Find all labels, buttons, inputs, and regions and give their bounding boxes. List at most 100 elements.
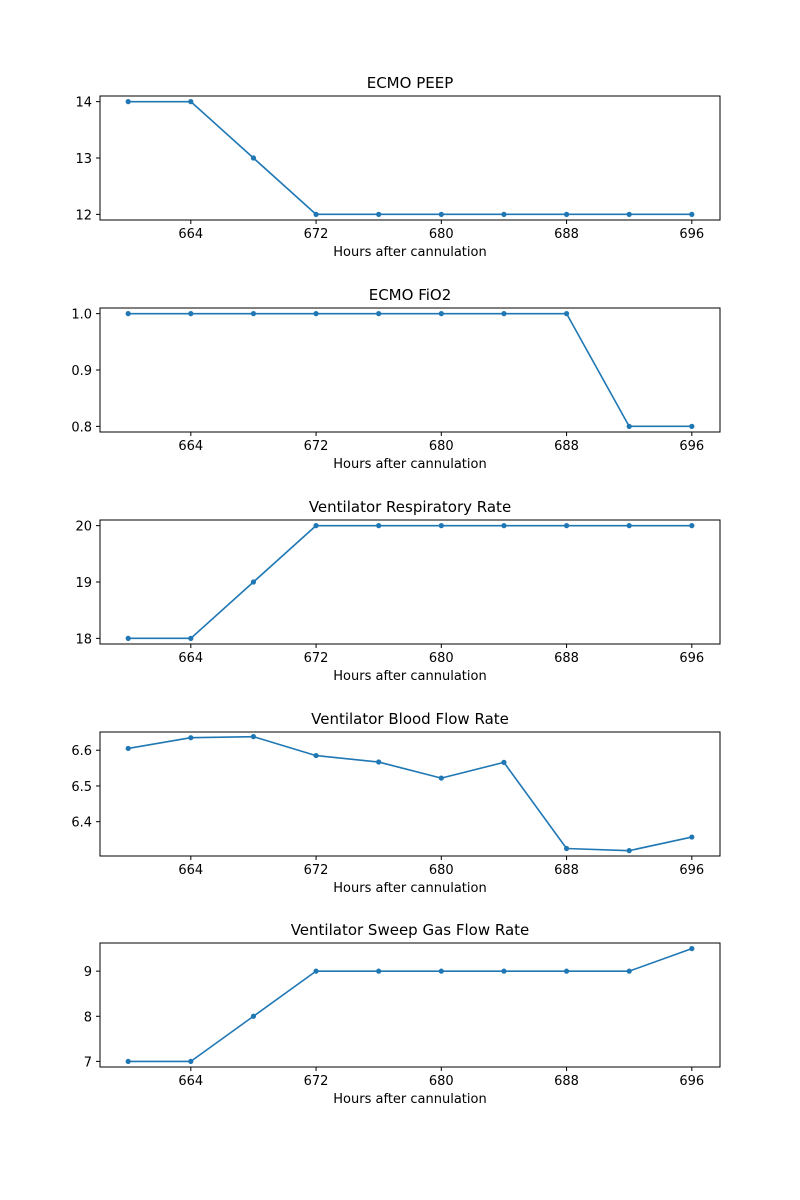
series-line [128, 735, 692, 852]
y-tick-label: 1.0 [71, 308, 92, 323]
x-tick-label: 696 [679, 651, 704, 666]
series-line [128, 312, 692, 428]
series-line [128, 947, 693, 1063]
data-point [689, 945, 695, 952]
x-tick-label: 664 [178, 1074, 203, 1089]
data-point [563, 211, 570, 217]
y-tick-label: 18 [75, 632, 92, 647]
x-tick-label: 688 [554, 227, 579, 242]
x-tick-label: 688 [554, 1074, 579, 1089]
data-point [501, 311, 507, 317]
data-point [313, 968, 319, 974]
data-point [376, 311, 382, 317]
y-tick-label: 19 [75, 576, 92, 591]
y-tick-label: 6.5 [71, 780, 92, 795]
x-tick-label: 664 [178, 439, 203, 454]
x-axis-label: Hours after cannulation [333, 245, 486, 260]
data-point [501, 759, 507, 765]
chart-panel-1: ECMO PEEP 664 672 680 688 696 12 13 14 Hours afte… [75, 74, 721, 260]
chart-panel-2: ECMO FiO2 664 672 680 688 696 0.8 0.9 1.0 Hours a… [71, 286, 721, 472]
x-tick-label: 696 [679, 1074, 704, 1089]
series-line [128, 524, 692, 640]
axes-frame [99, 519, 721, 645]
x-tick-label: 664 [178, 227, 203, 242]
data-point [563, 523, 570, 529]
chart-title: ECMO FiO2 [369, 286, 452, 304]
data-point [376, 523, 382, 529]
x-tick-label: 680 [429, 651, 454, 666]
x-tick-label: 664 [178, 863, 203, 878]
axes-frame [99, 95, 721, 221]
data-point [125, 745, 131, 752]
x-axis-label: Hours after cannulation [333, 669, 486, 684]
x-tick-label: 696 [679, 227, 704, 242]
x-axis-label: Hours after cannulation [333, 1092, 486, 1107]
chart-title: Ventilator Respiratory Rate [309, 498, 511, 516]
x-tick-label: 680 [429, 1074, 454, 1089]
y-tick-label: 6.4 [71, 816, 92, 831]
data-point [188, 635, 194, 641]
data-point [689, 834, 695, 840]
y-tick-label: 14 [75, 96, 92, 111]
data-point [689, 423, 695, 429]
y-tick-label: 8 [84, 1010, 92, 1025]
y-tick-label: 12 [75, 208, 92, 223]
y-tick-label: 0.8 [71, 420, 92, 435]
data-point [689, 211, 695, 217]
data-point [626, 848, 632, 854]
x-tick-label: 672 [304, 863, 329, 878]
y-tick-label: 20 [75, 520, 92, 535]
data-point [376, 211, 382, 217]
x-tick-label: 688 [554, 651, 579, 666]
data-point [563, 968, 570, 974]
data-point [626, 211, 632, 217]
data-point [626, 423, 632, 429]
chart-panel-5: Ventilator Sweep Gas Flow Rate 664 672 680 6… [84, 921, 721, 1107]
data-point [250, 1013, 257, 1019]
axes-frame [99, 307, 721, 433]
axes-frame [99, 731, 721, 857]
y-tick-label: 0.9 [71, 364, 92, 379]
x-tick-label: 696 [679, 863, 704, 878]
x-tick-label: 680 [429, 227, 454, 242]
data-point [689, 523, 695, 529]
x-tick-label: 680 [429, 439, 454, 454]
data-point [125, 1058, 131, 1065]
chart-title: ECMO PEEP [367, 74, 454, 92]
data-point [250, 734, 257, 740]
data-point [250, 579, 257, 585]
x-tick-label: 688 [554, 439, 579, 454]
x-axis-label: Hours after cannulation [333, 457, 486, 472]
data-point [438, 775, 444, 781]
data-point [313, 752, 319, 759]
data-point [313, 523, 319, 529]
data-point [125, 635, 131, 641]
x-tick-label: 696 [679, 439, 704, 454]
data-point [563, 845, 570, 852]
data-point [125, 99, 131, 105]
x-tick-label: 672 [304, 227, 329, 242]
data-point [250, 311, 257, 317]
chart-panel-3: Ventilator Respiratory Rate 664 672 680 688 6… [75, 498, 721, 684]
x-tick-label: 688 [554, 863, 579, 878]
chart-title: Ventilator Sweep Gas Flow Rate [291, 921, 530, 939]
data-point [438, 311, 444, 317]
data-point [501, 968, 507, 974]
y-tick-label: 6.6 [71, 744, 92, 759]
x-tick-label: 664 [178, 651, 203, 666]
data-point [188, 311, 194, 317]
y-tick-label: 7 [84, 1055, 92, 1070]
series-line [128, 100, 692, 216]
data-point [438, 211, 444, 217]
data-point [626, 523, 632, 529]
x-tick-label: 672 [304, 439, 329, 454]
chart-panel-4: Ventilator Blood Flow Rate 664 672 680 688 69… [71, 710, 721, 896]
data-point [563, 311, 570, 317]
data-point [438, 968, 444, 974]
data-point [188, 99, 194, 105]
x-tick-label: 672 [304, 1074, 329, 1089]
chart-title: Ventilator Blood Flow Rate [311, 710, 509, 728]
data-point [313, 211, 319, 217]
data-point [626, 968, 632, 974]
